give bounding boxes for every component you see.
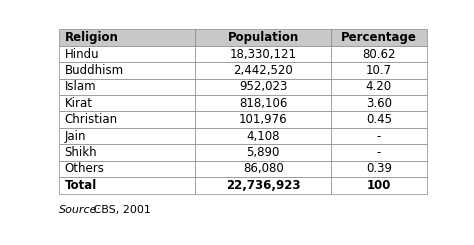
Text: CBS, 2001: CBS, 2001 <box>91 205 151 215</box>
Text: Source:: Source: <box>59 205 101 215</box>
